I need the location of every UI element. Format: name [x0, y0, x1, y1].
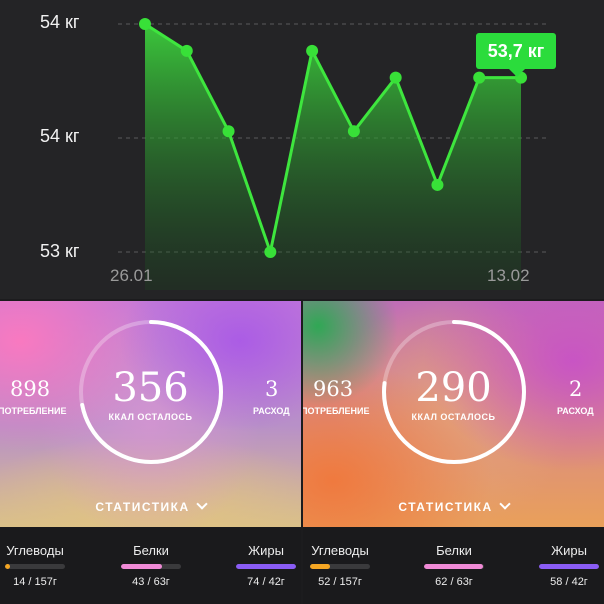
statistics-label: СТАТИСТИКА	[398, 500, 493, 514]
macro-name: Жиры	[551, 543, 587, 558]
weight-point[interactable]	[431, 178, 444, 191]
consumed-value: 898	[10, 377, 51, 401]
macro-progress-bar	[539, 564, 599, 569]
weight-line	[144, 22, 521, 254]
weight-point[interactable]	[264, 246, 277, 258]
macro-value: 52 / 157г	[318, 576, 362, 588]
y-tick-label: 54 кг	[40, 126, 80, 146]
calorie-progress-ring	[382, 320, 526, 464]
macro-progress-fill	[310, 564, 330, 569]
macro-progress-fill	[5, 564, 11, 569]
macro-carbs: Углеводы 14 / 157г	[0, 543, 80, 588]
spent-value: 2	[569, 377, 583, 401]
calorie-progress-ring	[79, 320, 223, 464]
chevron-down-icon	[195, 498, 208, 510]
spent-value: 3	[265, 377, 279, 401]
macros-panel: Углеводы 52 / 157г Белки 62 / 63г Жиры 5…	[303, 527, 604, 604]
weight-point[interactable]	[180, 44, 193, 57]
weight-point[interactable]	[139, 18, 151, 30]
consumed-label: ПОТРЕБЛЕНИЕ	[303, 406, 370, 416]
x-tick-label: 13.02	[487, 266, 530, 285]
statistics-label: СТАТИСТИКА	[95, 500, 190, 514]
macro-name: Белки	[133, 543, 169, 558]
spent-label: РАСХОД	[253, 406, 290, 416]
macro-progress-bar	[5, 564, 65, 569]
macro-name: Жиры	[248, 543, 284, 558]
x-tick-label: 26.01	[110, 266, 153, 285]
calorie-card: 898 ПОТРЕБЛЕНИЕ 356 ККАЛ ОСТАЛОСЬ 3 РАСХ…	[0, 301, 301, 604]
statistics-button[interactable]: СТАТИСТИКА	[303, 498, 604, 514]
macro-progress-fill	[424, 564, 483, 569]
weight-area-fill	[145, 24, 521, 290]
weight-point[interactable]	[347, 125, 360, 138]
weight-point[interactable]	[389, 71, 402, 84]
macro-progress-bar	[310, 564, 370, 569]
macro-progress-bar	[424, 564, 484, 569]
spent-label: РАСХОД	[557, 406, 594, 416]
macro-name: Углеводы	[6, 543, 64, 558]
weight-point[interactable]	[306, 44, 319, 57]
remaining-label: ККАЛ ОСТАЛОСЬ	[108, 412, 193, 422]
macro-value: 62 / 63г	[435, 576, 473, 588]
macro-progress-bar	[121, 564, 181, 569]
y-tick-label: 54 кг	[40, 12, 80, 32]
statistics-button[interactable]: СТАТИСТИКА	[0, 498, 301, 514]
weight-point[interactable]	[222, 125, 235, 138]
chevron-down-icon	[498, 498, 511, 510]
macros-panel: Углеводы 14 / 157г Белки 43 / 63г Жиры 7…	[0, 527, 301, 604]
callout-pointer	[509, 69, 525, 77]
weight-chart-plot	[118, 18, 548, 290]
macro-progress-bar	[236, 564, 296, 569]
remaining-label: ККАЛ ОСТАЛОСЬ	[411, 412, 496, 422]
macro-fats: Жиры 58 / 42г	[524, 543, 604, 588]
macro-name: Белки	[436, 543, 472, 558]
remaining-calories: 290	[415, 365, 492, 411]
macro-progress-fill	[236, 564, 296, 569]
macro-name: Углеводы	[311, 543, 369, 558]
macro-protein: Белки 62 / 63г	[409, 543, 499, 588]
macro-value: 58 / 42г	[550, 576, 588, 588]
weight-chart: 54 кг 54 кг 53 кг 26.01 13.02 53,7 кг	[0, 0, 604, 299]
macro-carbs: Углеводы 52 / 157г	[303, 543, 385, 588]
consumed-label: ПОТРЕБЛЕНИЕ	[0, 406, 67, 416]
macro-protein: Белки 43 / 63г	[106, 543, 196, 588]
macro-fats: Жиры 74 / 42г	[221, 543, 301, 588]
macro-value: 74 / 42г	[247, 576, 285, 588]
calorie-summary: 963 ПОТРЕБЛЕНИЕ 290 ККАЛ ОСТАЛОСЬ 2 РАСХ…	[303, 301, 604, 527]
remaining-calories: 356	[112, 365, 189, 411]
calorie-card: 963 ПОТРЕБЛЕНИЕ 290 ККАЛ ОСТАЛОСЬ 2 РАСХ…	[303, 301, 604, 604]
consumed-value: 963	[313, 377, 354, 401]
macro-value: 43 / 63г	[132, 576, 170, 588]
weight-point[interactable]	[473, 71, 486, 84]
macro-value: 14 / 157г	[13, 576, 57, 588]
y-tick-label: 53 кг	[40, 241, 80, 261]
macro-progress-fill	[539, 564, 599, 569]
calorie-summary: 898 ПОТРЕБЛЕНИЕ 356 ККАЛ ОСТАЛОСЬ 3 РАСХ…	[0, 301, 301, 527]
current-weight-callout: 53,7 кг	[476, 33, 556, 69]
macro-progress-fill	[121, 564, 162, 569]
